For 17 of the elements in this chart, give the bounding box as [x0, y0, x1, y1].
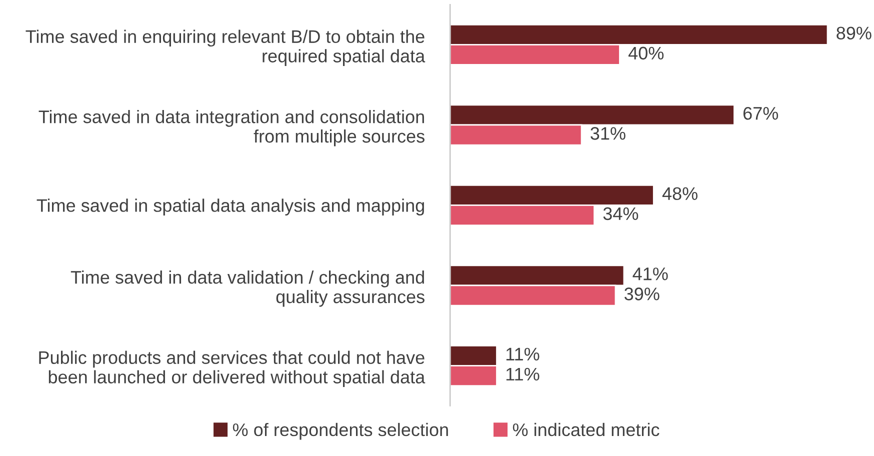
data-label: 48%	[662, 187, 698, 200]
data-label: 89%	[836, 26, 872, 40]
y-tick-label: Time saved in data integration and consolidation from multiple sources	[38, 110, 424, 146]
data-label: 11%	[506, 368, 540, 381]
y-tick-label: Time saved in spatial data analysis and mapping	[36, 198, 424, 216]
data-label: 41%	[632, 268, 668, 280]
legend-label: % of respondents selection	[232, 422, 448, 440]
data-label: 34%	[603, 207, 638, 220]
data-label: 11%	[506, 348, 540, 360]
data-label: 40%	[628, 46, 664, 60]
data-label: 39%	[624, 288, 660, 300]
y-tick-label: Public products and services that could not have been launched or delivered without spatial data	[39, 350, 426, 388]
legend-label: % indicated metric	[512, 422, 660, 436]
data-label: 31%	[590, 127, 626, 140]
y-tick-label: Time saved in data validation / checking and quality assurances	[70, 270, 424, 307]
data-label: 67%	[743, 106, 778, 120]
y-tick-label: Time saved in enquiring relevant B/D to obtain the required spatial data	[26, 30, 426, 66]
